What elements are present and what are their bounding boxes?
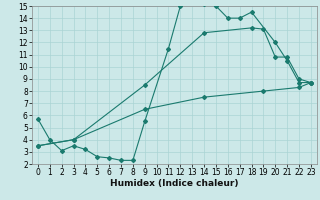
- X-axis label: Humidex (Indice chaleur): Humidex (Indice chaleur): [110, 179, 239, 188]
